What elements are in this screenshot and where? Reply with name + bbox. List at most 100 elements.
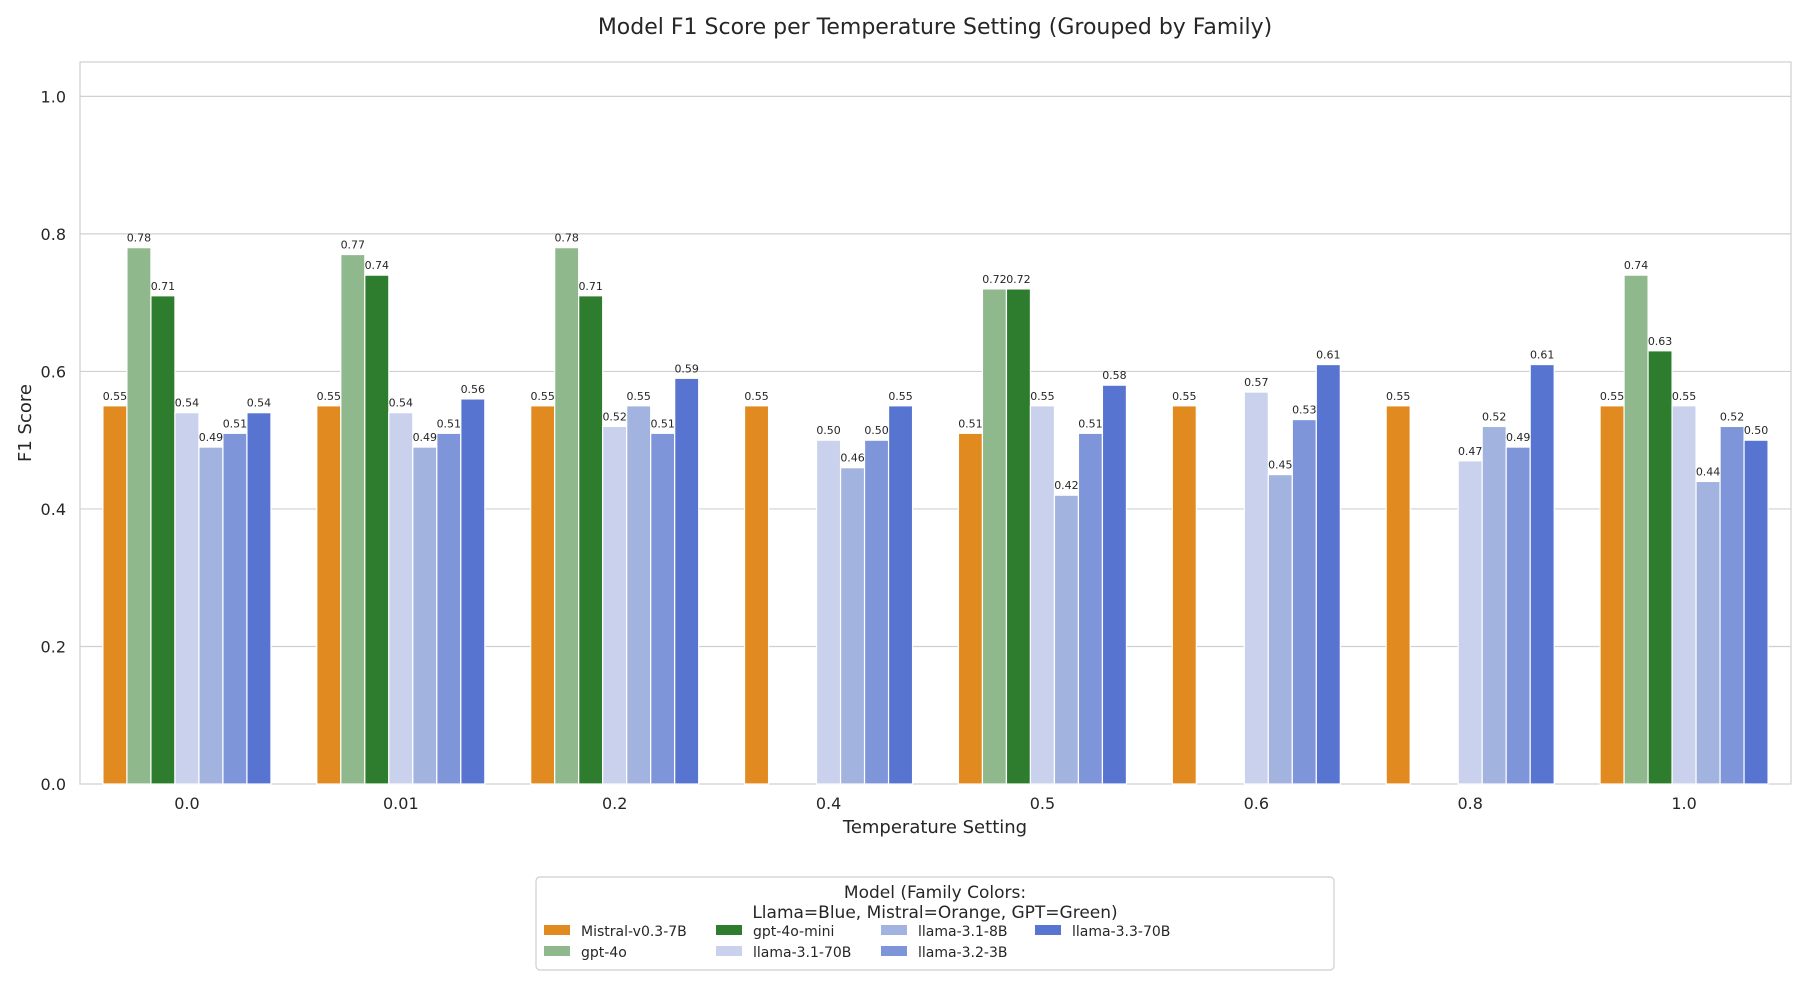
bar-llama-3.2-3B-0.6: [1291, 418, 1317, 785]
bar-llama-3.1-70B-1.0: [1671, 405, 1697, 785]
bar-llama-3.3-70B-0.0: [246, 412, 272, 785]
bar-llama-3.1-8B-0.5: [1053, 494, 1080, 785]
bar-llama-3.1-70B-0.6: [1243, 391, 1269, 785]
bar-label-llama-3.3-70B-0.6: 0.61: [1316, 349, 1341, 362]
bar-llama-3.1-8B-0.0: [198, 446, 224, 785]
bar-llama-3.1-70B-0.4: [815, 439, 842, 785]
bar-llama-3.1-8B-1.0: [1695, 480, 1721, 785]
x-tick-label-5: 0.6: [1244, 794, 1269, 813]
bar-label-llama-3.3-70B-0.2: 0.59: [674, 362, 699, 375]
bar-llama-3.2-3B-0.8: [1505, 446, 1531, 785]
x-tick-label-3: 0.4: [816, 794, 841, 813]
bar-label-llama-3.3-70B-1.0: 0.50: [1744, 424, 1769, 437]
bar-gpt-4o-0.2: [554, 247, 580, 785]
bar-label-Mistral-v0.3-7B-0.5: 0.51: [958, 417, 983, 430]
bar-llama-3.1-8B-0.2: [626, 405, 652, 785]
bar-label-gpt-4o-0.01: 0.77: [341, 239, 366, 252]
bar-llama-3.3-70B-0.2: [674, 377, 700, 785]
bar-label-llama-3.1-8B-1.0: 0.44: [1696, 465, 1721, 478]
legend-title-line2: Llama=Blue, Mistral=Orange, GPT=Green): [752, 903, 1117, 923]
bar-llama-3.2-3B-0.0: [222, 432, 248, 785]
bar-llama-3.2-3B-0.01: [436, 432, 462, 785]
legend-label-llama-3.2-3B: llama-3.2-3B: [918, 945, 1007, 961]
legend-swatch-llama-3.1-8B: [881, 925, 907, 935]
bar-label-llama-3.1-70B-0.2: 0.52: [602, 410, 627, 423]
bar-Mistral-v0.3-7B-0.8: [1385, 405, 1411, 785]
bar-label-Mistral-v0.3-7B-0.8: 0.55: [1386, 390, 1411, 403]
bar-label-llama-3.1-8B-0.8: 0.52: [1482, 410, 1507, 423]
bar-label-llama-3.2-3B-0.4: 0.50: [864, 424, 889, 437]
bar-label-gpt-4o-mini-1.0: 0.63: [1648, 335, 1673, 348]
bar-label-Mistral-v0.3-7B-0.2: 0.55: [530, 390, 555, 403]
legend-label-gpt-4o-mini: gpt-4o-mini: [753, 924, 834, 940]
bar-label-llama-3.1-70B-0.5: 0.55: [1030, 390, 1055, 403]
bar-gpt-4o-0.5: [981, 288, 1008, 785]
legend-label-llama-3.1-70B: llama-3.1-70B: [753, 945, 851, 961]
bar-label-llama-3.1-70B-0.0: 0.54: [175, 397, 200, 410]
bar-Mistral-v0.3-7B-0.4: [743, 405, 770, 785]
bar-llama-3.1-8B-0.01: [412, 446, 438, 785]
legend: Model (Family Colors: Llama=Blue, Mistra…: [535, 876, 1335, 971]
bar-label-Mistral-v0.3-7B-0.6: 0.55: [1172, 390, 1197, 403]
bar-Mistral-v0.3-7B-0.2: [530, 405, 556, 785]
bar-label-Mistral-v0.3-7B-0.4: 0.55: [744, 390, 769, 403]
bar-label-Mistral-v0.3-7B-0.01: 0.55: [317, 390, 342, 403]
bar-Mistral-v0.3-7B-0.01: [316, 405, 342, 785]
bar-label-llama-3.2-3B-0.01: 0.51: [437, 417, 462, 430]
bar-llama-3.3-70B-0.6: [1315, 363, 1341, 785]
bar-llama-3.1-70B-0.2: [602, 425, 628, 785]
bar-label-gpt-4o-0.0: 0.78: [127, 232, 152, 245]
x-tick-label-1: 0.01: [383, 794, 419, 813]
y-tick-label-4: 0.8: [41, 225, 66, 244]
bar-Mistral-v0.3-7B-0.0: [102, 405, 128, 785]
x-tick-label-6: 0.8: [1457, 794, 1482, 813]
x-tick-label-4: 0.5: [1030, 794, 1055, 813]
bar-label-llama-3.1-8B-0.2: 0.55: [626, 390, 651, 403]
legend-swatch-Mistral-v0.3-7B: [544, 925, 570, 935]
y-axis-label: F1 Score: [15, 384, 36, 462]
bar-label-gpt-4o-1.0: 0.74: [1624, 259, 1649, 272]
bar-llama-3.2-3B-0.4: [863, 439, 890, 785]
bar-label-llama-3.1-8B-0.0: 0.49: [199, 431, 224, 444]
bar-label-llama-3.2-3B-0.5: 0.51: [1078, 417, 1103, 430]
legend-swatch-llama-3.2-3B: [881, 946, 907, 956]
bar-llama-3.3-70B-0.8: [1529, 363, 1555, 785]
bar-llama-3.1-8B-0.4: [839, 467, 866, 785]
bar-label-llama-3.1-8B-0.01: 0.49: [413, 431, 438, 444]
bar-label-gpt-4o-mini-0.0: 0.71: [151, 280, 176, 293]
bar-llama-3.1-70B-0.8: [1457, 460, 1483, 785]
bar-label-llama-3.1-8B-0.6: 0.45: [1268, 459, 1293, 472]
legend-label-gpt-4o: gpt-4o: [581, 945, 627, 961]
y-tick-label-3: 0.6: [41, 362, 66, 381]
bar-label-llama-3.2-3B-0.6: 0.53: [1292, 404, 1317, 417]
bar-llama-3.2-3B-0.2: [650, 432, 676, 785]
bar-label-llama-3.3-70B-0.01: 0.56: [461, 383, 486, 396]
bar-label-llama-3.3-70B-0.8: 0.61: [1530, 349, 1555, 362]
x-tick-label-0: 0.0: [174, 794, 199, 813]
bar-label-gpt-4o-mini-0.01: 0.74: [365, 259, 390, 272]
legend-label-Mistral-v0.3-7B: Mistral-v0.3-7B: [581, 924, 687, 940]
bar-label-llama-3.1-8B-0.5: 0.42: [1054, 479, 1079, 492]
legend-label-llama-3.3-70B: llama-3.3-70B: [1072, 924, 1170, 940]
bar-llama-3.1-8B-0.6: [1267, 473, 1293, 785]
bar-gpt-4o-mini-0.0: [150, 295, 176, 785]
x-axis-label: Temperature Setting: [842, 817, 1027, 838]
y-tick-labels: 0.0 0.2 0.4 0.6 0.8 1.0: [41, 87, 66, 794]
bar-label-llama-3.2-3B-0.0: 0.51: [223, 417, 248, 430]
bar-label-llama-3.1-70B-0.6: 0.57: [1244, 376, 1269, 389]
x-tick-labels: 0.0 0.01 0.2 0.4 0.5 0.6 0.8 1.0: [174, 794, 1697, 813]
bar-label-llama-3.2-3B-0.2: 0.51: [650, 417, 675, 430]
x-tick-label-2: 0.2: [602, 794, 627, 813]
bar-label-llama-3.2-3B-0.8: 0.49: [1506, 431, 1531, 444]
bar-llama-3.2-3B-0.5: [1077, 432, 1104, 785]
bar-Mistral-v0.3-7B-0.5: [957, 432, 984, 785]
bar-label-llama-3.3-70B-0.5: 0.58: [1102, 369, 1127, 382]
bar-gpt-4o-mini-0.5: [1005, 288, 1032, 785]
legend-swatch-llama-3.3-70B: [1035, 925, 1061, 935]
y-tick-label-2: 0.4: [41, 500, 66, 519]
bar-gpt-4o-0.01: [340, 253, 366, 785]
bar-gpt-4o-mini-1.0: [1647, 350, 1673, 785]
legend-swatch-gpt-4o-mini: [716, 925, 742, 935]
chart-title: Model F1 Score per Temperature Setting (…: [598, 15, 1272, 40]
